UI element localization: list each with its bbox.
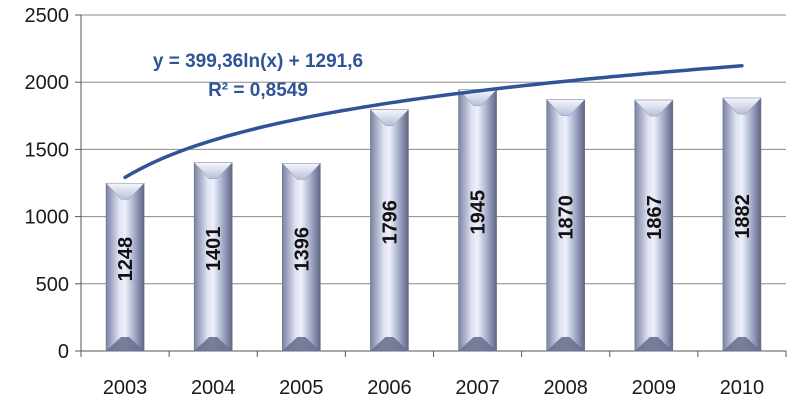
bars (105, 89, 762, 352)
trendline (123, 64, 744, 180)
trendline-equation: y = 399,36ln(x) + 1291,6 (153, 51, 363, 72)
x-tick-label: 2004 (191, 377, 236, 399)
y-tick-label: 2000 (25, 72, 70, 94)
trendline-group (123, 64, 744, 180)
data-label: 1867 (644, 195, 666, 240)
data-label: 1796 (379, 200, 401, 245)
bar (193, 162, 233, 352)
y-tick-label: 0 (58, 341, 69, 363)
x-tick-label: 2003 (103, 377, 148, 399)
data-label: 1870 (556, 195, 578, 240)
bar (369, 109, 410, 352)
data-label: 1248 (115, 237, 137, 282)
data-label: 1396 (291, 227, 313, 271)
y-tick-label: 1000 (25, 207, 70, 229)
trendline-r-squared: R² = 0,8549 (208, 80, 308, 101)
y-tick-label: 1500 (25, 139, 70, 161)
x-tick-label: 2010 (720, 377, 765, 399)
data-labels: 1248 1401 1396 1796 1945 1870 1867 1882 (115, 190, 754, 281)
x-tick-label: 2006 (367, 377, 412, 399)
y-tick-label: 500 (36, 274, 69, 296)
bar (457, 89, 498, 352)
x-tick-label: 2007 (455, 377, 500, 399)
y-tick-label: 2500 (25, 5, 70, 27)
data-label: 1945 (468, 190, 490, 235)
bar (546, 99, 586, 352)
bar (281, 163, 321, 352)
bar (634, 99, 674, 352)
data-label: 1882 (732, 194, 754, 239)
bar (722, 97, 762, 352)
x-tick-label: 2009 (632, 377, 677, 399)
data-label: 1401 (203, 227, 225, 271)
bar (105, 182, 145, 352)
x-tick-label: 2005 (279, 377, 324, 399)
axes: 0 500 1000 1500 2000 2500 2003 2004 2005 2006 2007… (25, 5, 787, 399)
x-tick-label: 2008 (543, 377, 588, 399)
